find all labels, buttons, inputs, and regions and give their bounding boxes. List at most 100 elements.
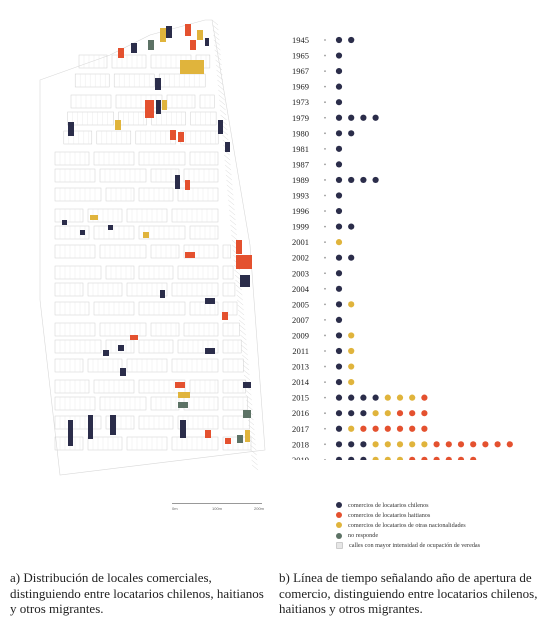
dot-otras bbox=[384, 410, 391, 417]
shop-chileno bbox=[118, 345, 124, 351]
legend-item-chilenos: comercios de locatarios chilenos bbox=[336, 500, 480, 510]
legend-label: comercios de locatarios haitianos bbox=[348, 511, 431, 519]
map-block bbox=[74, 73, 110, 88]
dot-otras bbox=[384, 394, 391, 401]
avenue-hatch bbox=[235, 284, 243, 291]
map-block bbox=[171, 282, 219, 297]
dot-chilenos bbox=[348, 223, 355, 230]
dot-otras bbox=[396, 441, 404, 448]
map-block bbox=[67, 111, 114, 126]
avenue-hatch bbox=[229, 214, 236, 221]
dot-chilenos bbox=[335, 301, 343, 308]
dot-otras bbox=[372, 410, 379, 417]
avenue-hatch bbox=[214, 54, 222, 61]
dot-otras bbox=[409, 441, 416, 448]
avenue-hatch bbox=[228, 204, 235, 211]
dot-otras bbox=[348, 347, 355, 355]
dot-chilenos bbox=[348, 254, 355, 261]
timeline-year-label: 2005 bbox=[292, 299, 309, 309]
dot-chilenos bbox=[335, 161, 343, 168]
map-block bbox=[222, 282, 236, 297]
timeline-tick bbox=[324, 132, 326, 135]
dot-chilenos bbox=[335, 52, 343, 59]
shop-haitiano bbox=[236, 255, 252, 269]
map-block bbox=[222, 244, 231, 259]
shop-haitiano bbox=[205, 430, 211, 438]
avenue-hatch bbox=[250, 449, 257, 456]
shop-chileno bbox=[218, 120, 223, 134]
avenue-hatch bbox=[229, 219, 237, 226]
legend-item-haitianos: comercios de locatarios haitianos bbox=[336, 510, 480, 520]
shop-chileno bbox=[205, 38, 209, 46]
shop-haitiano bbox=[178, 132, 184, 142]
map-block bbox=[150, 168, 180, 183]
dot-chilenos bbox=[335, 270, 343, 277]
shop-haitiano bbox=[222, 312, 228, 320]
map-block bbox=[54, 208, 84, 223]
dot-otras bbox=[384, 456, 391, 460]
map-block bbox=[78, 54, 108, 69]
shop-haitiano bbox=[190, 40, 196, 50]
shop-haitiano bbox=[185, 24, 191, 36]
legend-swatch-calles bbox=[336, 542, 343, 550]
avenue-hatch bbox=[218, 89, 225, 96]
legend-label: comercios de locatarios chilenos bbox=[348, 501, 429, 509]
dot-otras bbox=[396, 456, 404, 460]
avenue-hatch bbox=[226, 184, 234, 191]
avenue-hatch bbox=[217, 79, 224, 86]
dot-chilenos bbox=[348, 441, 355, 448]
dot-chilenos bbox=[360, 114, 367, 121]
map-block bbox=[118, 111, 147, 126]
dot-chilenos bbox=[335, 347, 343, 355]
legend-item-no-responde: no responde bbox=[336, 531, 480, 541]
shop-otra-nacionalidad bbox=[162, 100, 167, 110]
map-block bbox=[99, 396, 147, 411]
dot-chilenos bbox=[335, 254, 343, 261]
dot-chilenos bbox=[348, 410, 355, 417]
timeline-tick bbox=[324, 179, 326, 181]
dot-otras bbox=[409, 394, 416, 401]
timeline-tick bbox=[324, 194, 326, 197]
shop-haitiano bbox=[175, 382, 185, 388]
avenue-hatch bbox=[217, 84, 225, 91]
dot-chilenos bbox=[335, 114, 343, 121]
shop-chileno bbox=[156, 100, 161, 114]
shop-chileno bbox=[175, 175, 180, 189]
avenue-hatch bbox=[226, 179, 233, 186]
legend-label: calles con mayor intensidad de ocupación… bbox=[349, 542, 481, 550]
dot-chilenos bbox=[360, 410, 367, 417]
dot-chilenos bbox=[335, 379, 343, 386]
avenue-hatch bbox=[213, 39, 220, 46]
dot-chilenos bbox=[335, 332, 343, 339]
dot-haitianos bbox=[409, 456, 416, 460]
commerce-map bbox=[39, 19, 266, 476]
timeline-tick bbox=[324, 85, 326, 88]
caption-b: b) Línea de tiempo señalando año de aper… bbox=[279, 570, 538, 616]
dot-chilenos bbox=[348, 36, 355, 44]
map-block bbox=[54, 339, 102, 354]
map-block bbox=[54, 282, 84, 297]
shop-chileno bbox=[205, 298, 215, 304]
map-block bbox=[87, 358, 123, 373]
avenue-hatch bbox=[219, 104, 226, 111]
timeline-year-label: 1996 bbox=[292, 206, 309, 216]
timeline-tick bbox=[324, 163, 326, 166]
dot-otras bbox=[348, 301, 355, 308]
avenue-hatch bbox=[237, 304, 244, 311]
avenue-hatch bbox=[212, 29, 220, 36]
dot-chilenos bbox=[360, 441, 367, 448]
dot-haitianos bbox=[396, 410, 404, 417]
timeline-chart: 1945 1965 1967 1969 1973 1979 1980 1981 1987 1989… bbox=[292, 35, 513, 460]
dot-otras bbox=[384, 441, 391, 448]
map-block bbox=[54, 187, 102, 202]
map-block bbox=[222, 415, 250, 430]
timeline-tick bbox=[324, 39, 326, 41]
avenue-hatch bbox=[236, 289, 243, 296]
shop-haitiano bbox=[236, 240, 242, 254]
timeline-year-label: 1965 bbox=[292, 51, 309, 61]
map-block bbox=[138, 415, 174, 430]
timeline-year-label: 1979 bbox=[292, 113, 309, 123]
map-block bbox=[138, 265, 174, 280]
timeline-year-label: 2018 bbox=[292, 439, 309, 449]
timeline-tick bbox=[324, 256, 326, 259]
